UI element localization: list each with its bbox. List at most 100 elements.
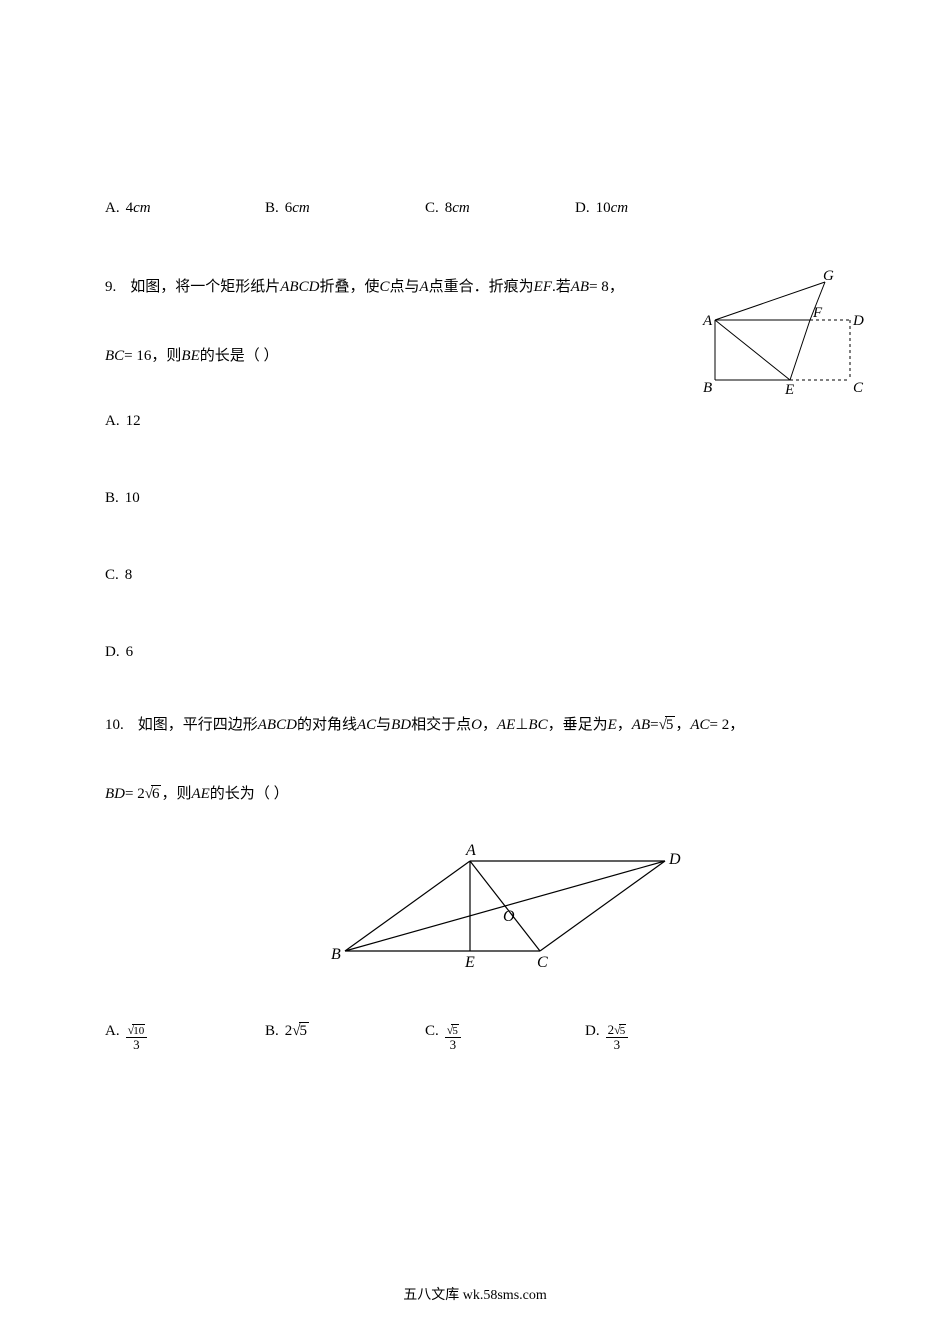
q10-option-c: C. 5 3 [425, 1023, 585, 1054]
footer-text: 五八文库 wk.58sms.com [403, 1288, 547, 1303]
q9-eq16: = 16 [124, 348, 151, 365]
q9-bc: BC [105, 348, 124, 365]
q9-text: 点重合．折痕为 [429, 275, 534, 296]
q10-number: 10. [105, 717, 124, 734]
option-label: A. [105, 413, 120, 430]
figure-label-b: B [703, 380, 712, 396]
option-label: D. [105, 644, 120, 661]
figure-label-b: B [331, 946, 341, 963]
q9-be: BE [181, 348, 199, 365]
q10-comma: ， [729, 713, 744, 734]
option-label: C. [425, 1023, 439, 1040]
q10-comma: ， [482, 713, 497, 734]
figure-label-e: E [464, 954, 475, 971]
q9-option-c: C. 8 [105, 567, 845, 584]
q9-abcd: ABCD [280, 279, 319, 296]
option-value: 25 [285, 1022, 309, 1040]
q10-text: 如图，平行四边形 [138, 713, 258, 734]
figure-label-f: F [812, 305, 823, 321]
q9-text: 如图，将一个矩形纸片 [130, 275, 280, 296]
q10-option-d: D. 25 3 [585, 1023, 735, 1054]
q9-ab: AB [571, 279, 589, 296]
figure-label-g: G [823, 270, 834, 284]
q9-text: .若 [552, 275, 571, 296]
option-value: 6cm [285, 200, 310, 217]
option-value: 8cm [445, 200, 470, 217]
q9-number: 9. [105, 279, 116, 296]
q10-text: 的对角线 [297, 713, 357, 734]
q10-e: E [608, 717, 617, 734]
q10-perp: ⊥ [515, 715, 528, 734]
q8-option-b: B. 6cm [265, 200, 425, 217]
option-label: B. [265, 1023, 279, 1040]
figure-label-c: C [853, 380, 864, 396]
q10-option-b: B. 25 [265, 1022, 425, 1040]
q10-figure-wrap: A B C D E O [165, 831, 845, 986]
q10-text: ，则 [161, 782, 191, 803]
figure-label-e: E [784, 382, 794, 398]
q9-ef: EF [534, 279, 552, 296]
q10-text: 与 [376, 713, 391, 734]
q10-line2: BD = 2 6 ，则 AE 的长为 （ ） [105, 782, 845, 803]
q10-bd2: BD [105, 786, 125, 803]
page-footer: 五八文库 wk.58sms.com [0, 1284, 950, 1304]
q8-option-a: A. 4cm [105, 200, 265, 217]
q9-figure: A B C D E F G [695, 270, 870, 400]
figure-label-a: A [702, 313, 713, 329]
q10-options: A. 10 3 B. 25 C. 5 3 D. [105, 1022, 845, 1054]
q9-option-a: A. 12 [105, 413, 845, 430]
option-frac: 25 3 [606, 1023, 629, 1053]
q10-figure: A B C D E O [325, 831, 685, 981]
q9-eq8: = 8 [589, 279, 609, 296]
q10-eq: = [650, 717, 658, 734]
q10-abcd: ABCD [258, 717, 297, 734]
q10-text: ，垂足为 [548, 713, 608, 734]
option-label: A. [105, 200, 120, 217]
figure-label-c: C [537, 954, 548, 971]
q9-text: 的长是 [200, 344, 245, 365]
q9-text: 点与 [389, 275, 419, 296]
option-label: C. [105, 567, 119, 584]
option-value: 12 [126, 413, 141, 430]
option-label: C. [425, 200, 439, 217]
q10-option-a: A. 10 3 [105, 1023, 265, 1054]
q10-ac2: AC [690, 717, 709, 734]
sqrt6: 6 [145, 785, 162, 803]
q9-c: C [379, 279, 389, 296]
option-label: A. [105, 1023, 120, 1040]
option-label: B. [265, 200, 279, 217]
option-value: 8 [125, 567, 133, 584]
q10-ae2: AE [191, 786, 209, 803]
q10-comma: ， [617, 713, 632, 734]
figure-label-a: A [465, 842, 476, 859]
q10-ae: AE [497, 717, 515, 734]
q10-ac: AC [357, 717, 376, 734]
figure-label-d: D [852, 313, 864, 329]
q10-o: O [471, 717, 482, 734]
q10-paren: （ ） [255, 782, 289, 803]
option-value: 10 [125, 490, 140, 507]
q10-bc: BC [528, 717, 547, 734]
q10-bd: BD [391, 717, 411, 734]
figure-label-o: O [503, 908, 515, 925]
option-label: D. [575, 200, 590, 217]
option-value: 10cm [596, 200, 629, 217]
q8-option-d: D. 10cm [575, 200, 725, 217]
q9-option-d: D. 6 [105, 644, 845, 661]
option-label: D. [585, 1023, 600, 1040]
q10-text: 相交于点 [411, 713, 471, 734]
q9-comma: ， [609, 275, 624, 296]
q8-options: A. 4cm B. 6cm C. 8cm D. 10cm [105, 200, 845, 217]
q9-text: ，则 [151, 344, 181, 365]
option-frac: 10 3 [126, 1023, 148, 1053]
sqrt5: 5 [659, 716, 676, 734]
option-value: 6 [126, 644, 134, 661]
q9-block: 9. 如图，将一个矩形纸片 ABCD 折叠，使 C 点与 A 点重合．折痕为 E… [105, 275, 845, 661]
q10-line1: 10. 如图，平行四边形 ABCD 的对角线 AC 与 BD 相交于点 O ， … [105, 713, 845, 734]
page-content: A. 4cm B. 6cm C. 8cm D. 10cm 9. 如图，将一个矩形… [105, 200, 845, 1054]
q10-text: 的长为 [210, 782, 255, 803]
q9-paren: （ ） [245, 344, 279, 365]
option-frac: 5 3 [445, 1023, 461, 1053]
option-label: B. [105, 490, 119, 507]
q10-comma: ， [675, 713, 690, 734]
